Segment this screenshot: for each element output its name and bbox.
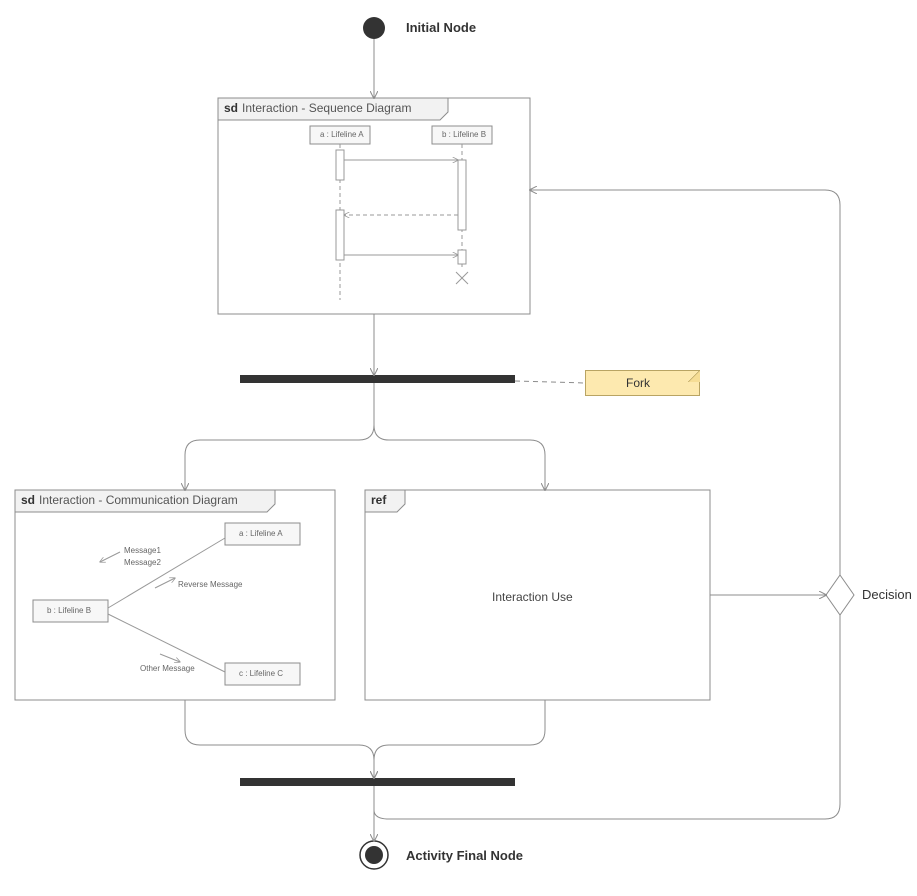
join-bar [240,778,515,786]
label-decision: Decision [862,587,912,602]
comm-lifeline-c-label: c : Lifeline C [239,669,283,678]
fork-bar [240,375,515,383]
seq-lifeline-b-label: b : Lifeline B [442,130,486,139]
edge-comm-join [185,700,374,778]
frame-seq-tag: sd [224,101,238,115]
note-fork: Fork [585,370,700,396]
note-fork-label: Fork [626,376,650,390]
label-initial-node: Initial Node [406,20,476,35]
frame-comm-title: sd Interaction - Communication Diagram [21,493,238,507]
edge-fork-comm [185,383,374,490]
comm-other: Other Message [140,664,195,673]
edge-fork-ref [374,383,545,490]
initial-node [363,17,385,39]
frame-ref-title: ref [371,493,390,507]
comm-msg2: Message2 [124,558,161,567]
frame-seq-name: Interaction - Sequence Diagram [242,101,411,115]
frame-seq-title: sd Interaction - Sequence Diagram [224,101,411,115]
label-interaction-use: Interaction Use [492,590,573,604]
comm-reverse: Reverse Message [178,580,242,589]
comm-lifeline-a-label: a : Lifeline A [239,529,283,538]
decision-node [826,575,854,615]
seq-lifeline-a-label: a : Lifeline A [320,130,364,139]
edge-fork-note [515,381,585,383]
frame-ref-tag: ref [371,493,386,507]
comm-msg1: Message1 [124,546,161,555]
final-node [360,841,388,869]
comm-lifeline-b-label: b : Lifeline B [47,606,91,615]
label-final-node: Activity Final Node [406,848,523,863]
frame-comm-tag: sd [21,493,35,507]
edge-ref-join [374,700,545,778]
frame-comm-name: Interaction - Communication Diagram [39,493,238,507]
